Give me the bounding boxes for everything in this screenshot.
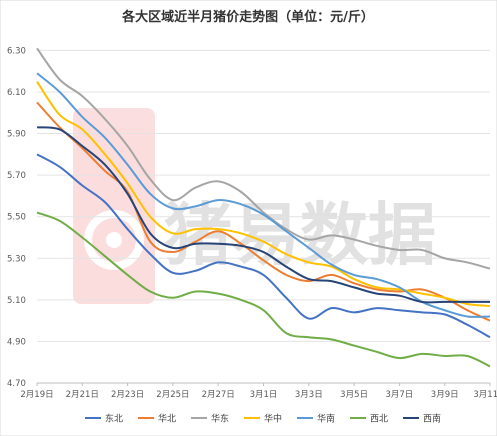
series-line-华南 xyxy=(36,72,491,318)
x-tick-label: 2月21日 xyxy=(66,390,99,400)
y-tick-label: 4.70 xyxy=(7,379,26,389)
series-line-华北 xyxy=(36,101,491,322)
x-tick-label: 2月27日 xyxy=(202,390,235,400)
y-tick-label: 5.10 xyxy=(7,296,26,306)
x-tick-label: 3月9日 xyxy=(431,390,459,400)
x-tick-label: 3月3日 xyxy=(295,390,323,400)
legend-item: 华中 xyxy=(244,413,282,425)
y-tick-label: 5.90 xyxy=(7,130,26,140)
y-tick-label: 5.70 xyxy=(7,171,26,181)
legend-label: 华东 xyxy=(211,413,229,425)
y-tick-label: 5.50 xyxy=(7,213,26,223)
series-line-西南 xyxy=(36,126,490,304)
series-line-华东 xyxy=(36,47,491,270)
legend-item: 华北 xyxy=(138,413,176,425)
legend-label: 华中 xyxy=(264,413,282,425)
legend-item: 东北 xyxy=(85,413,123,425)
x-axis: 2月19日 2月21日 2月23日 2月25日 2月27日 3月1日 3月3日 3月5日 3月7… xyxy=(20,383,497,400)
legend-item: 西南 xyxy=(403,413,441,425)
x-tick-label: 2月23日 xyxy=(111,390,144,400)
legend-item: 西北 xyxy=(350,414,388,425)
x-tick-label: 2月25日 xyxy=(156,390,189,400)
x-tick-label: 3月11日 xyxy=(473,390,497,400)
series-line-东北 xyxy=(36,153,491,339)
y-tick-label: 6.10 xyxy=(7,88,26,98)
y-tick-label: 6.30 xyxy=(7,46,26,56)
legend: 东北 华北 华东 华中 华南 西北 西南 xyxy=(85,413,441,425)
x-tick-label: 3月5日 xyxy=(340,390,368,400)
y-axis: 4.70 4.90 5.10 5.30 5.50 5.70 5.90 6.10 6.30 xyxy=(7,46,26,389)
chart-title: 各大区域近半月猪价走势图（单位：元/斤） xyxy=(121,9,374,25)
series-line-华中 xyxy=(36,81,491,308)
legend-item: 华东 xyxy=(191,413,229,425)
series-line-西北 xyxy=(36,211,491,368)
y-tick-label: 5.30 xyxy=(7,254,26,264)
legend-label: 华南 xyxy=(317,413,335,425)
legend-label: 华北 xyxy=(158,413,176,425)
x-tick-label: 3月1日 xyxy=(250,390,278,400)
series-lines xyxy=(36,47,491,368)
legend-label: 东北 xyxy=(105,413,123,425)
legend-label: 西北 xyxy=(370,414,388,425)
legend-item: 华南 xyxy=(297,413,335,425)
x-tick-label: 2月19日 xyxy=(20,390,53,400)
y-tick-label: 4.90 xyxy=(7,337,26,347)
legend-label: 西南 xyxy=(423,413,441,425)
x-tick-label: 3月7日 xyxy=(385,390,413,400)
